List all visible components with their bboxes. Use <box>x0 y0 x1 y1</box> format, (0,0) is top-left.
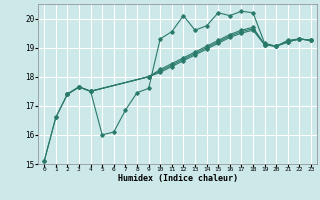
X-axis label: Humidex (Indice chaleur): Humidex (Indice chaleur) <box>118 174 238 183</box>
